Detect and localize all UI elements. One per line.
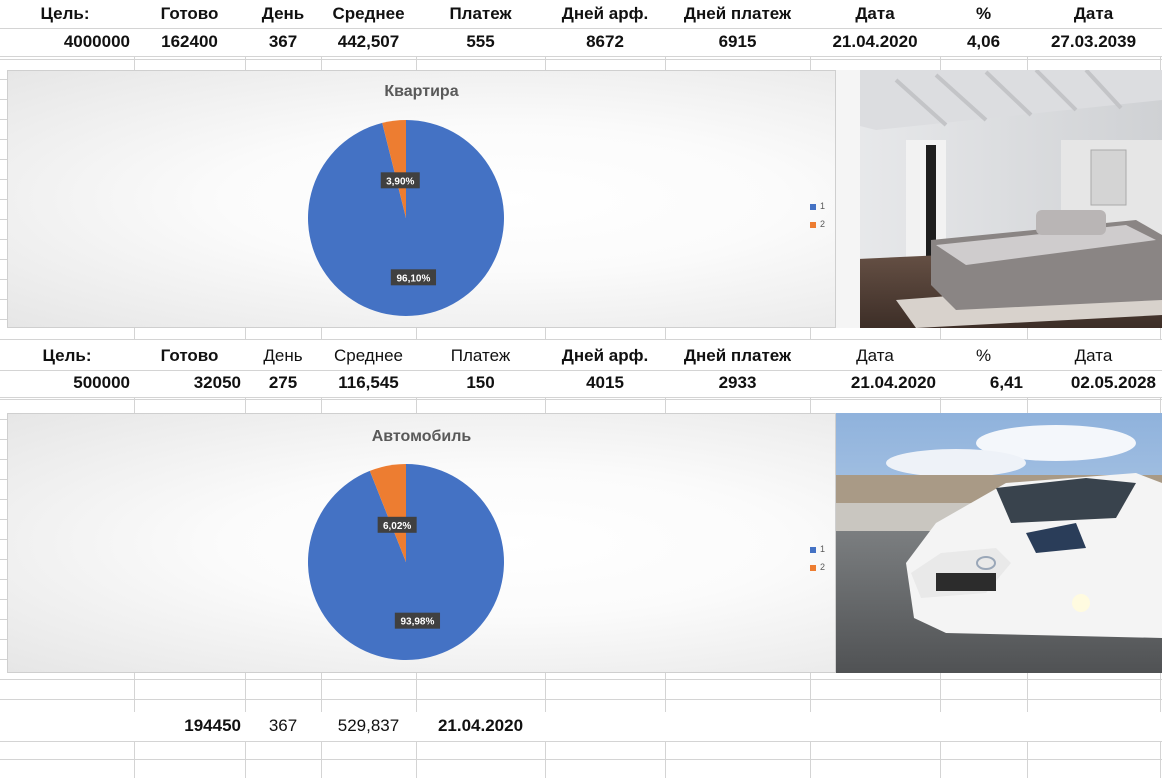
cell-days-payment-value[interactable]: 6915 — [718, 32, 757, 51]
data-label-box — [380, 172, 420, 189]
row-divider — [0, 28, 1162, 29]
cell-total-day[interactable]: 367 — [268, 716, 298, 735]
cell-date-value[interactable]: 21.04.2020 — [850, 373, 936, 392]
data-label: 96,10% — [390, 269, 437, 286]
cell-ready-value[interactable]: 32050 — [193, 373, 241, 392]
cell-days-arf-value[interactable]: 4015 — [586, 373, 624, 392]
cell-average-value[interactable]: 116,545 — [338, 373, 399, 392]
row-divider — [0, 370, 1162, 371]
pie-chart-svg: 93,98% 6,02% — [308, 464, 504, 660]
cell-header-date2[interactable]: Дата — [1073, 4, 1114, 23]
car-image — [836, 413, 1162, 673]
chart-legend[interactable]: 1 2 — [810, 540, 825, 576]
cell-percent-value[interactable]: 6,41 — [989, 373, 1023, 392]
pie-slice-1[interactable] — [307, 120, 504, 316]
legend-label: 1 — [820, 544, 826, 554]
cell-header-days-payment[interactable]: Дней платеж — [683, 346, 792, 365]
apartment-photo[interactable] — [836, 70, 1162, 328]
cell-header-days-arf[interactable]: Дней арф. — [561, 4, 649, 23]
legend-label: 1 — [820, 201, 826, 211]
legend-item: 2 — [810, 215, 825, 233]
cell-header-ready[interactable]: Готово — [160, 346, 219, 365]
pie-slice-2[interactable] — [382, 120, 406, 218]
cell-header-goal[interactable]: Цель: — [42, 346, 92, 365]
data-label: 93,98% — [394, 612, 441, 629]
cell-header-goal[interactable]: Цель: — [40, 4, 90, 23]
legend-label: 2 — [820, 219, 826, 229]
data-label-box — [390, 269, 437, 286]
cell-header-date2[interactable]: Дата — [1074, 346, 1113, 365]
legend-swatch — [810, 546, 816, 553]
cell-header-ready[interactable]: Готово — [160, 4, 219, 23]
cell-header-average[interactable]: Среднее — [333, 346, 404, 365]
car-photo[interactable] — [836, 413, 1162, 673]
table1-header-row — [0, 0, 1162, 28]
data-label: 6,02% — [377, 516, 417, 533]
cell-goal-value[interactable]: 4000000 — [63, 32, 130, 51]
data-label-text: 6,02% — [383, 521, 411, 532]
table2-value-row — [0, 371, 1162, 397]
table2-header-row — [0, 340, 1162, 370]
row-divider — [0, 397, 1162, 398]
row-divider — [0, 741, 1162, 742]
cell-header-days-arf[interactable]: Дней арф. — [561, 346, 649, 365]
cell-ready-value[interactable]: 162400 — [161, 32, 218, 51]
legend-item: 2 — [810, 558, 825, 576]
cell-header-day[interactable]: День — [263, 346, 303, 365]
cell-header-payment[interactable]: Платеж — [450, 346, 511, 365]
pie-chart-svg: 96,10% 3,90% — [307, 120, 504, 316]
chart-title: Квартира — [384, 83, 459, 100]
cell-total-ready[interactable]: 194450 — [184, 716, 241, 735]
cell-total-date[interactable]: 21.04.2020 — [437, 716, 524, 735]
cell-percent-value[interactable]: 4,06 — [966, 32, 1001, 51]
cell-days-payment-value[interactable]: 2933 — [718, 373, 757, 392]
cell-header-days-payment[interactable]: Дней платеж — [683, 4, 792, 23]
table1-value-row — [0, 29, 1162, 56]
legend-label: 2 — [820, 562, 826, 572]
data-label-box — [394, 612, 441, 629]
cell-date2-value[interactable]: 27.03.2039 — [1050, 32, 1137, 51]
legend-swatch — [810, 203, 816, 210]
cell-average-value[interactable]: 442,507 — [337, 32, 400, 51]
chart-legend[interactable]: 1 2 — [810, 197, 825, 233]
cell-payment-value[interactable]: 555 — [466, 32, 495, 51]
legend-item: 1 — [810, 540, 825, 558]
legend-item: 1 — [810, 197, 825, 215]
data-label-box — [377, 516, 417, 533]
pie-chart-car[interactable]: Автомобиль 93,98% 6,02% 1 2 — [7, 413, 836, 673]
pie-slice-1[interactable] — [308, 464, 504, 660]
cell-total-average[interactable]: 529,837 — [337, 716, 400, 735]
cell-days-arf-value[interactable]: 8672 — [586, 32, 624, 51]
cell-header-date[interactable]: Дата — [856, 346, 894, 365]
cell-header-percent[interactable]: % — [975, 346, 992, 365]
data-label: 3,90% — [380, 172, 420, 189]
data-label-text: 93,98% — [400, 617, 434, 628]
legend-swatch — [810, 564, 816, 571]
cell-header-date[interactable]: Дата — [855, 4, 895, 23]
bedroom-image — [836, 70, 1162, 328]
cell-date-value[interactable]: 21.04.2020 — [832, 32, 918, 51]
cell-day-value[interactable]: 367 — [268, 32, 298, 51]
pie-chart-apartment[interactable]: Квартира 96,10% 3,90% 1 2 — [7, 70, 836, 328]
data-label-text: 96,10% — [396, 273, 430, 284]
cell-day-value[interactable]: 275 — [268, 373, 298, 392]
cell-goal-value[interactable]: 500000 — [73, 373, 130, 392]
data-label-text: 3,90% — [386, 176, 414, 187]
row-divider — [0, 56, 1162, 57]
cell-header-average[interactable]: Среднее — [332, 4, 405, 23]
legend-swatch — [810, 221, 816, 228]
cell-date2-value[interactable]: 02.05.2028 — [1070, 373, 1156, 392]
cell-header-day[interactable]: День — [261, 4, 305, 23]
totals-row — [0, 712, 1162, 741]
pie-slice-2[interactable] — [369, 464, 406, 562]
cell-header-percent[interactable]: % — [975, 4, 992, 23]
chart-title: Автомобиль — [371, 428, 472, 445]
cell-header-payment[interactable]: Платеж — [449, 4, 512, 23]
cell-payment-value[interactable]: 150 — [466, 373, 495, 392]
